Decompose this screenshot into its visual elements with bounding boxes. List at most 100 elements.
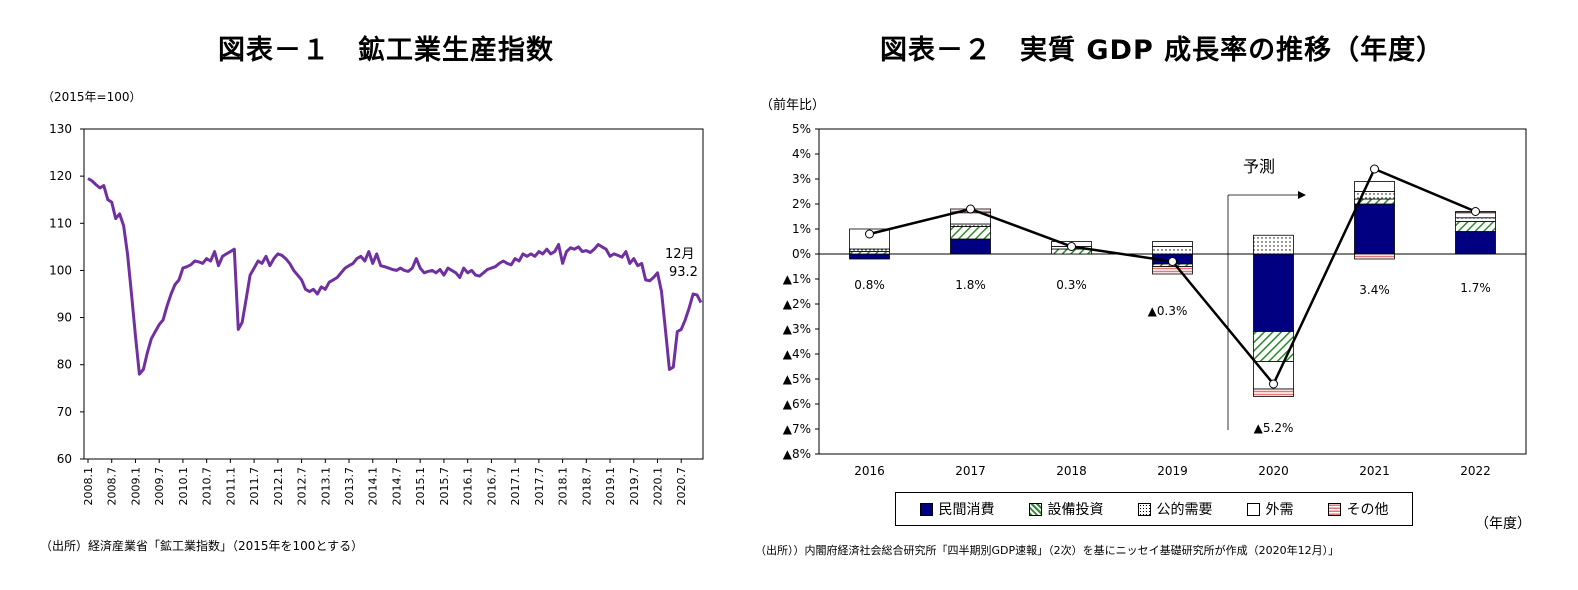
left-x-tick-label: 2017.7 xyxy=(533,467,546,506)
left-x-tick-label: 2012.1 xyxy=(272,467,285,506)
right-y-tick-label: 3% xyxy=(792,172,811,186)
bar-segment xyxy=(1253,388,1294,397)
right-legend: 民間消費 設備投資 公的需要 外需 その他 xyxy=(895,492,1413,526)
left-x-tick-label: 2011.1 xyxy=(224,467,237,506)
gdp-data-label: 3.4% xyxy=(1359,283,1390,297)
left-source-note: （出所）経済産業省「鉱工業指数」（2015年を100とする） xyxy=(40,539,364,553)
left-x-axis: 2008.1 2008.7 2009.1 2009.7 2010.1 2010.7 2011… xyxy=(82,459,688,506)
right-x-axis: 2016 2017 2018 2019 2020 2021 2022 xyxy=(854,464,1491,478)
gdp-data-label: ▲5.2% xyxy=(1254,421,1294,435)
legend-label: その他 xyxy=(1346,502,1389,518)
left-y-tick-label: 100 xyxy=(49,263,72,277)
left-y-tick-label: 60 xyxy=(57,452,72,466)
legend-item: 公的需要 xyxy=(1137,499,1213,519)
legend-swatch xyxy=(1028,502,1042,516)
right-y-tick-label: 5% xyxy=(792,122,811,136)
legend-swatch xyxy=(1246,502,1260,516)
left-x-tick-label: 2018.1 xyxy=(557,467,570,506)
gdp-point xyxy=(1067,242,1076,251)
right-y-tick-label: ▲4% xyxy=(783,347,811,361)
right-y-tick-label: 2% xyxy=(792,197,811,211)
left-unit-label: （2015年=100） xyxy=(42,90,142,104)
legend-swatch xyxy=(919,502,933,516)
left-y-tick-label: 130 xyxy=(49,122,72,136)
left-x-tick-label: 2010.7 xyxy=(201,467,214,506)
bar-segment xyxy=(1455,231,1496,255)
left-x-tick-label: 2009.1 xyxy=(129,467,142,506)
left-y-tick-label: 90 xyxy=(57,311,72,325)
left-x-tick-label: 2015.1 xyxy=(414,467,427,506)
bar-segment xyxy=(950,226,991,240)
right-source-note: （出所））内閣府経済社会総合研究所「四半期別GDP速報」（2次）を基にニッセイ基… xyxy=(755,544,1340,557)
forecast-arrow-head xyxy=(1298,191,1306,199)
right-y-tick-label: ▲7% xyxy=(783,422,811,436)
left-x-tick-label: 2016.1 xyxy=(462,467,475,506)
legend-item: 外需 xyxy=(1246,499,1294,519)
left-y-tick-label: 70 xyxy=(57,405,72,419)
gdp-point xyxy=(865,229,874,239)
annotation-value: 93.2 xyxy=(669,265,698,280)
bar-segment xyxy=(1354,181,1395,192)
left-x-tick-label: 2017.1 xyxy=(509,467,522,506)
right-y-tick-label: ▲5% xyxy=(783,372,811,386)
left-x-tick-label: 2011.7 xyxy=(248,467,261,506)
right-y-tick-label: 1% xyxy=(792,222,811,236)
legend-label: 公的需要 xyxy=(1156,502,1213,518)
legend-label: 外需 xyxy=(1265,502,1294,518)
bar-segment xyxy=(1455,217,1496,222)
left-x-tick-label: 2009.7 xyxy=(153,467,166,506)
legend-label: 設備投資 xyxy=(1047,502,1104,518)
right-y-tick-label: ▲1% xyxy=(783,272,811,286)
bar-segment xyxy=(1354,253,1395,260)
real-gdp-data-labels: 0.8% 1.8% 0.3% ▲0.3% ▲5.2% 3.4% 1.7% xyxy=(854,278,1491,435)
right-x-tick-label: 2022 xyxy=(1460,464,1491,478)
left-y-tick-label: 80 xyxy=(57,358,72,372)
legend-item: 民間消費 xyxy=(919,499,995,519)
production-index-line xyxy=(87,177,703,376)
gdp-point xyxy=(1168,257,1177,266)
right-x-tick-label: 2021 xyxy=(1359,464,1390,478)
gdp-point xyxy=(966,204,975,214)
right-x-tick-label: 2016 xyxy=(854,464,885,478)
left-x-tick-label: 2010.1 xyxy=(177,467,190,506)
left-y-tick-label: 110 xyxy=(49,216,72,230)
bar-segment xyxy=(849,253,890,260)
right-x-tick-label: 2020 xyxy=(1258,464,1289,478)
gdp-data-label: 1.7% xyxy=(1460,281,1491,295)
gdp-point xyxy=(1269,379,1278,389)
left-x-tick-label: 2020.1 xyxy=(651,467,664,506)
left-x-tick-label: 2019.1 xyxy=(604,467,617,506)
gdp-data-label: ▲0.3% xyxy=(1148,304,1188,318)
legend-label: 民間消費 xyxy=(938,502,995,518)
left-x-tick-label: 2014.1 xyxy=(367,467,380,506)
left-x-tick-label: 2013.7 xyxy=(343,467,356,506)
right-x-tick-label: 2018 xyxy=(1056,464,1087,478)
left-x-tick-label: 2018.7 xyxy=(580,467,593,506)
gdp-point xyxy=(1471,207,1480,216)
left-x-tick-label: 2020.7 xyxy=(675,467,688,506)
left-x-tick-label: 2012.7 xyxy=(296,467,309,506)
left-x-tick-label: 2008.7 xyxy=(106,467,119,506)
left-plot-frame xyxy=(83,128,704,460)
forecast-marker: 予測 xyxy=(1227,157,1306,430)
legend-item: その他 xyxy=(1327,499,1389,519)
annotation-month: 12月 xyxy=(665,247,695,262)
bar-segment xyxy=(1152,266,1193,275)
right-y-tick-label: ▲6% xyxy=(783,397,811,411)
bar-segment xyxy=(1455,221,1496,232)
right-unit-label: （前年比） xyxy=(760,98,826,113)
left-x-tick-label: 2014.7 xyxy=(390,467,403,506)
legend-item: 設備投資 xyxy=(1028,499,1104,519)
left-y-axis: 60 70 80 90 100 110 120 130 xyxy=(49,122,84,466)
left-x-tick-label: 2008.1 xyxy=(82,467,95,506)
left-chart-title: 図表－１ 鉱工業生産指数 xyxy=(218,35,554,66)
left-x-tick-label: 2016.7 xyxy=(485,467,498,506)
right-xaxis-unit: （年度） xyxy=(1475,516,1531,532)
right-y-tick-label: 0% xyxy=(792,247,811,261)
legend-swatch xyxy=(1327,502,1341,516)
legend-swatch xyxy=(1137,502,1151,516)
right-y-tick-label: 4% xyxy=(792,147,811,161)
right-y-axis: 5% 4% 3% 2% 1% 0% ▲1% ▲2% ▲3% ▲4% ▲5% ▲6% ▲7% ▲8% xyxy=(783,122,819,461)
